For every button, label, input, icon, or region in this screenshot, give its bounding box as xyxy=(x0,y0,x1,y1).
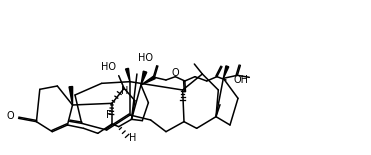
Polygon shape xyxy=(223,66,229,78)
Text: F: F xyxy=(106,110,112,120)
Polygon shape xyxy=(141,76,155,85)
Text: H: H xyxy=(129,133,136,143)
Text: HO: HO xyxy=(101,62,116,72)
Text: H: H xyxy=(121,86,128,96)
Polygon shape xyxy=(69,86,73,105)
Polygon shape xyxy=(125,68,130,82)
Polygon shape xyxy=(141,71,147,85)
Text: HO: HO xyxy=(138,53,153,63)
Text: O: O xyxy=(7,111,14,121)
Text: OH: OH xyxy=(234,75,249,85)
Text: O: O xyxy=(171,68,179,78)
